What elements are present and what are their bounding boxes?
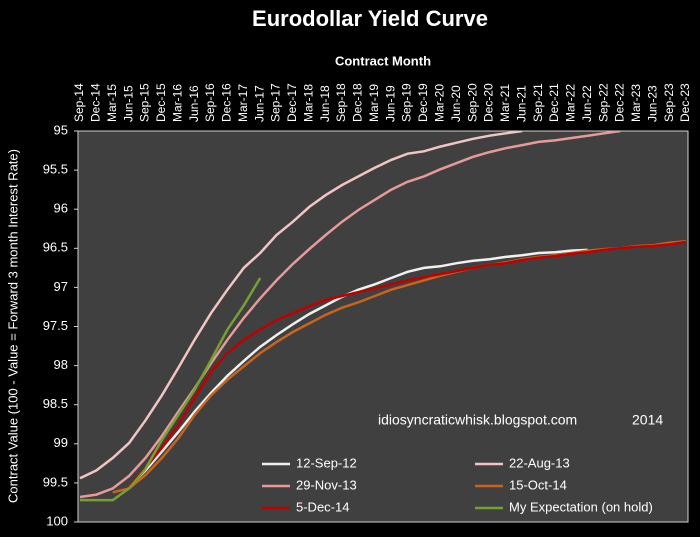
- x-tick-label: Mar-15: [105, 84, 119, 122]
- y-tick-label: 99: [54, 435, 68, 450]
- series-line: [79, 131, 621, 499]
- annotation: 2014: [632, 412, 663, 428]
- y-axis-label: Contract Value (100 - Value = Forward 3 …: [5, 149, 20, 503]
- x-tick-label: Dec-21: [547, 83, 561, 122]
- legend-label: 22-Aug-13: [509, 455, 570, 470]
- x-tick-label: Sep-15: [138, 83, 152, 122]
- legend-label: 15-Oct-14: [509, 477, 567, 492]
- x-tick-label: Dec-22: [613, 83, 627, 122]
- plot-area: [77, 130, 689, 523]
- x-tick-label: Jun-17: [252, 85, 266, 122]
- x-tick-label: Sep-22: [596, 83, 610, 122]
- x-tick-label: Jun-19: [383, 85, 397, 122]
- x-tick-label: Jun-21: [514, 85, 528, 122]
- series-line: [80, 277, 262, 502]
- annotation: idiosyncraticwhisk.blogspot.com: [378, 412, 577, 428]
- x-tick-label: Sep-14: [72, 83, 86, 122]
- y-tick-label: 98.5: [43, 396, 68, 411]
- y-tick-label: 96: [54, 201, 68, 216]
- series-line: [112, 240, 687, 494]
- y-tick-label: 98: [54, 357, 68, 372]
- x-axis-label: Contract Month: [335, 53, 431, 68]
- x-tick-label: Mar-23: [629, 84, 643, 122]
- x-tick-label: Sep-16: [203, 83, 217, 122]
- x-tick-label: Dec-18: [351, 83, 365, 122]
- y-tick-label: 100: [46, 513, 68, 528]
- legend-label: My Expectation (on hold): [509, 499, 653, 514]
- x-tick-label: Mar-19: [367, 84, 381, 122]
- x-tick-label: Dec-23: [678, 83, 692, 122]
- x-tick-label: Mar-20: [432, 84, 446, 122]
- y-tick-label: 95: [54, 122, 68, 137]
- x-tick-label: Mar-16: [170, 84, 184, 122]
- x-tick-label: Jun-15: [121, 85, 135, 122]
- x-tick-label: Mar-22: [564, 84, 578, 122]
- x-tick-label: Sep-18: [334, 83, 348, 122]
- y-tick-label: 95.5: [43, 162, 68, 177]
- x-tick-label: Dec-16: [220, 83, 234, 122]
- x-tick-label: Dec-19: [416, 83, 430, 122]
- x-tick-label: Jun-23: [645, 85, 659, 122]
- series-line: [128, 240, 687, 488]
- x-tick-label: Jun-22: [580, 85, 594, 122]
- x-tick-label: Jun-20: [449, 85, 463, 122]
- x-tick-label: Mar-21: [498, 84, 512, 122]
- x-tick-label: Jun-18: [318, 85, 332, 122]
- y-tick-label: 97: [54, 279, 68, 294]
- legend-label: 12-Sep-12: [296, 455, 357, 470]
- x-tick-label: Mar-17: [236, 84, 250, 122]
- legend-label: 29-Nov-13: [296, 477, 357, 492]
- x-tick-label: Dec-17: [285, 83, 299, 122]
- x-tick-label: Sep-20: [465, 83, 479, 122]
- x-tick-label: Dec-15: [154, 83, 168, 122]
- x-tick-label: Dec-14: [89, 83, 103, 122]
- chart-title: Eurodollar Yield Curve: [252, 6, 488, 31]
- y-tick-label: 97.5: [43, 318, 68, 333]
- x-tick-label: Sep-21: [531, 83, 545, 122]
- legend-label: 5-Dec-14: [296, 499, 349, 514]
- x-tick-label: Mar-18: [301, 84, 315, 122]
- y-tick-label: 99.5: [43, 474, 68, 489]
- series-line: [128, 248, 588, 488]
- y-tick-label: 96.5: [43, 240, 68, 255]
- x-tick-label: Sep-17: [269, 83, 283, 122]
- x-tick-label: Jun-16: [187, 85, 201, 122]
- series-line: [79, 131, 523, 480]
- x-tick-label: Sep-19: [400, 83, 414, 122]
- x-tick-label: Dec-20: [482, 83, 496, 122]
- x-tick-label: Sep-23: [662, 83, 676, 122]
